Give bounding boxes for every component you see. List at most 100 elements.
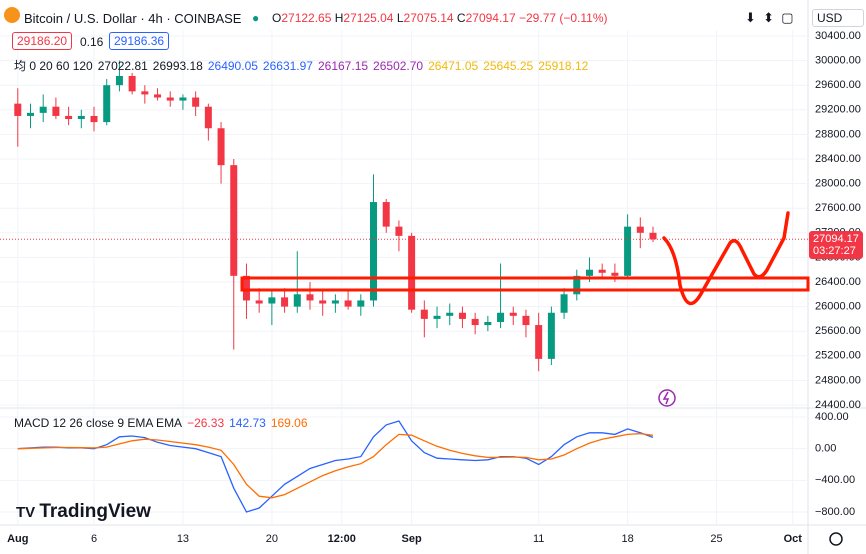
ma-value: 25918.12 — [538, 59, 589, 73]
candle-body — [446, 312, 454, 316]
candle-body — [293, 294, 301, 307]
ma-value: 26993.18 — [152, 59, 203, 73]
ma-value: 26631.97 — [262, 59, 313, 73]
x-tick-label: 18 — [621, 533, 633, 545]
l-label: L — [396, 11, 404, 25]
candle-body — [484, 321, 492, 326]
candle-body — [420, 309, 428, 319]
y-tick-label: 26400.00 — [815, 276, 861, 288]
candle-body — [319, 300, 327, 304]
x-tick-label: 25 — [710, 533, 722, 545]
x-tick-label: Aug — [7, 533, 28, 545]
candle-body — [192, 97, 200, 107]
candle-body — [179, 97, 187, 101]
market-dot: ● — [252, 11, 260, 25]
x-tick-label: 13 — [177, 533, 189, 545]
y-tick-label: 28800.00 — [815, 128, 861, 140]
ask[interactable]: 29186.36 — [109, 32, 170, 50]
candle-body — [408, 235, 416, 310]
c-value: 27094.17 — [465, 11, 516, 25]
candle-body — [585, 269, 593, 276]
candle-body — [115, 75, 123, 86]
candle-body — [573, 275, 581, 295]
candle-body — [26, 112, 34, 116]
x-tick-label: Sep — [402, 533, 422, 545]
alert-icon[interactable] — [658, 389, 676, 407]
candle-body — [204, 106, 212, 129]
drawn-zone — [240, 276, 810, 292]
candle-body — [598, 269, 606, 273]
symbol-icon — [4, 7, 20, 23]
macd-value: 142.73 — [229, 416, 266, 430]
x-tick-label: 6 — [91, 533, 97, 545]
candle-body — [268, 297, 276, 304]
last-price: 27094.17 — [813, 233, 859, 245]
candle-body — [166, 97, 174, 101]
marks: 30400.00 30000.00 29600.00 29200.00 28800.00… — [0, 30, 861, 545]
x-tick-label: 11 — [533, 533, 544, 545]
y-tick-label: 29600.00 — [815, 79, 861, 91]
x-tick-label: Oct — [784, 533, 803, 545]
ma-value: 26502.70 — [373, 59, 424, 73]
candle-body — [14, 103, 22, 116]
last-price-label: 27094.17 03:27:27 — [809, 231, 863, 259]
y-tick-label: −400.00 — [815, 474, 855, 486]
y-tick-label: 25600.00 — [815, 325, 861, 337]
candle-body — [52, 106, 60, 116]
logo-text: TradingView — [39, 501, 151, 522]
y-tick-label: 27600.00 — [815, 202, 861, 214]
y-tick-label: 24800.00 — [815, 374, 861, 386]
candle-body — [128, 75, 136, 92]
candle-body — [230, 165, 238, 276]
candle-body — [497, 312, 505, 322]
ma-label: 均 0 20 60 120 — [14, 59, 93, 73]
candle-body — [547, 312, 555, 359]
candle-body — [255, 300, 263, 304]
candle-body — [281, 297, 289, 307]
candle-body — [77, 115, 85, 120]
candle-body — [509, 312, 517, 316]
bid[interactable]: 29186.20 — [12, 32, 73, 50]
candle-body — [611, 272, 619, 276]
o-label: O — [272, 11, 282, 25]
macd-value: 169.06 — [270, 416, 308, 430]
o-value: 27122.65 — [281, 11, 332, 25]
countdown: 03:27:27 — [813, 245, 856, 257]
candle-body — [39, 106, 47, 113]
candle-body — [471, 318, 479, 326]
alert-bolt — [662, 391, 670, 405]
candle-body — [344, 300, 352, 307]
ohlc: O27122.65 H27125.04 L27075.14 C27094.17 … — [272, 11, 608, 25]
candle-body — [433, 315, 441, 319]
candle-body — [458, 312, 466, 319]
symbol[interactable]: Bitcoin / U.S. Dollar · 4h · COINBASE — [24, 11, 242, 26]
x-tick-label: 20 — [266, 533, 278, 545]
ma-value: 27022.81 — [97, 59, 148, 73]
candle-body — [636, 226, 644, 233]
candle-body — [382, 202, 390, 227]
y-tick-label: 26000.00 — [815, 301, 861, 313]
candle-body — [103, 85, 111, 123]
x-tick-label: 12:00 — [328, 533, 356, 545]
ma-legend: 均 0 20 60 120 27022.81 26993.18 26490.05 266… — [14, 57, 588, 74]
macd-title: MACD 12 26 close 9 EMA EMA — [14, 416, 183, 430]
h-value: 27125.04 — [343, 11, 394, 25]
c-label: C — [456, 11, 466, 25]
logo: TV TradingView — [16, 501, 151, 522]
candle-body — [522, 315, 530, 326]
candle-body — [535, 325, 543, 359]
settings-icon[interactable] — [829, 532, 843, 546]
toolbar-icons[interactable]: ⬇ ⬍ ▢ — [745, 10, 794, 25]
currency[interactable]: USD — [812, 9, 864, 27]
ma-value: 26471.05 — [428, 59, 479, 73]
macd-value: −26.33 — [187, 416, 225, 430]
candle-body — [141, 91, 149, 95]
y-tick-label: 29200.00 — [815, 104, 861, 116]
ma-value: 26167.15 — [317, 59, 369, 73]
y-tick-label: −800.00 — [815, 506, 855, 518]
y-tick-label: 30000.00 — [815, 55, 861, 67]
candle-body — [357, 300, 365, 307]
drawn-path — [662, 211, 790, 305]
